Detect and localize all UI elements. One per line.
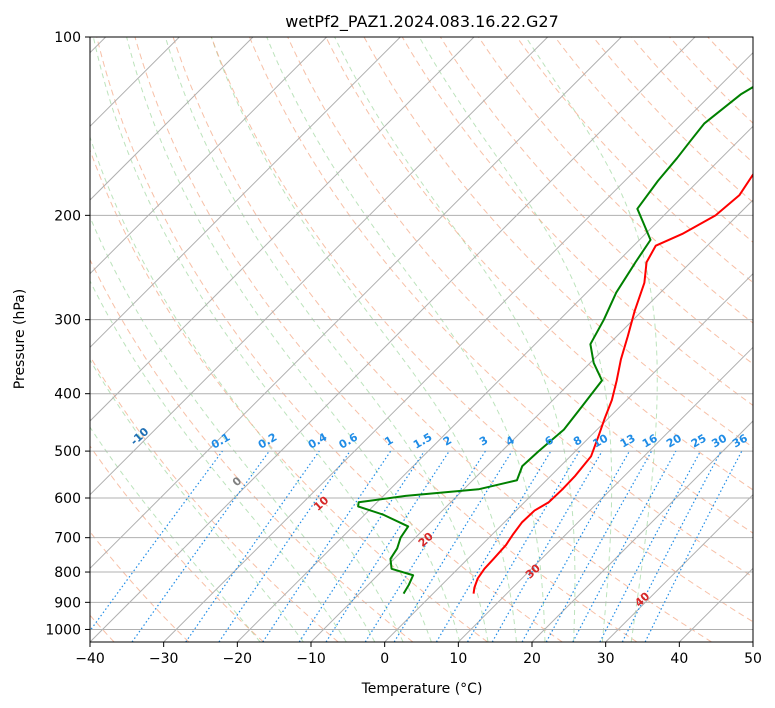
y-tick-label: 800 (54, 565, 81, 581)
dry-adiabat (325, 37, 753, 491)
isotherm-line (90, 37, 549, 496)
dewpoint-profile (357, 85, 753, 595)
isotherm-line (90, 37, 328, 275)
mixing-ratio-line (521, 450, 631, 642)
mixing-ratio-line (393, 450, 513, 642)
y-tick-label: 600 (54, 491, 81, 507)
moist-adiabat (266, 37, 546, 642)
dry-adiabat (172, 37, 712, 642)
mixing-ratio-line (262, 450, 392, 642)
dry-adiabat (90, 258, 414, 642)
isotherm-line (384, 272, 753, 642)
y-tick-label: 100 (54, 30, 81, 46)
dry-adiabat (516, 37, 753, 284)
chart-title: wetPf2_PAZ1.2024.083.16.22.G27 (285, 12, 559, 32)
isotherm-line (457, 346, 753, 642)
moist-adiabat (90, 135, 404, 642)
x-tick-label: −30 (149, 651, 179, 667)
moist-adiabat (418, 37, 613, 642)
isotherm-line (163, 51, 753, 642)
moist-adiabat (210, 37, 517, 642)
moist-adiabat (525, 37, 658, 642)
mixing-ratio-line (218, 450, 351, 642)
mixing-ratio-line (572, 450, 677, 642)
dry-adiabat (90, 445, 264, 642)
mixing-ratio-line (90, 450, 223, 632)
mixing-ratio-line (185, 450, 320, 642)
isotherm-line (531, 420, 753, 642)
y-tick-label: 500 (54, 444, 81, 460)
isotherm-line (90, 37, 254, 201)
dry-adiabat (134, 37, 638, 642)
x-tick-label: 50 (744, 651, 762, 667)
axes: −40 −30 −20 −10 0 10 20 30 40 50 100 200 300 400 500 60… (45, 30, 762, 667)
x-tick-label: −40 (75, 651, 105, 667)
dry-adiabat (249, 37, 753, 578)
isotherm-line (90, 37, 475, 422)
y-tick-label: 1000 (45, 622, 81, 638)
moist-adiabat (90, 359, 304, 642)
isotherm-line (310, 199, 753, 642)
mixing-ratio-line (298, 450, 425, 642)
isotherm-line (90, 37, 401, 349)
x-tick-label: 30 (597, 651, 615, 667)
isotherm-line (90, 37, 696, 642)
x-tick-label: −20 (223, 651, 253, 667)
dry-adiabat (287, 37, 753, 534)
x-tick-label: 0 (380, 651, 389, 667)
y-tick-label: 700 (54, 531, 81, 547)
y-tick-label: 300 (54, 313, 81, 329)
mixing-ratio-line (545, 450, 653, 642)
moist-adiabat (90, 426, 261, 642)
y-axis-label: Pressure (hPa) (12, 289, 28, 389)
moist-adiabat (126, 37, 461, 642)
x-tick-label: 40 (670, 651, 688, 667)
dry-adiabat (96, 37, 563, 642)
x-tick-label: −10 (296, 651, 326, 667)
x-axis-label: Temperature (°C) (361, 681, 483, 697)
moist-adiabat (90, 215, 376, 642)
mixing-ratio-line (644, 450, 743, 642)
dry-adiabat (90, 355, 339, 642)
y-tick-label: 200 (54, 208, 81, 224)
temperature-profile (472, 172, 753, 594)
isotherm-line (90, 37, 622, 570)
x-tick-label: 10 (449, 651, 467, 667)
isotherm-line (605, 493, 753, 642)
moist-adiabat (92, 37, 432, 642)
x-tick-label: 20 (523, 651, 541, 667)
mixing-ratio-line (325, 450, 450, 642)
plot-frame (89, 36, 754, 643)
moist-adiabat (334, 37, 576, 642)
mixing-ratio-line (131, 450, 270, 642)
isotherm-line (236, 125, 753, 642)
y-tick-label: 400 (54, 387, 81, 403)
dry-adiabat (210, 37, 753, 623)
y-tick-label: 900 (54, 595, 81, 611)
